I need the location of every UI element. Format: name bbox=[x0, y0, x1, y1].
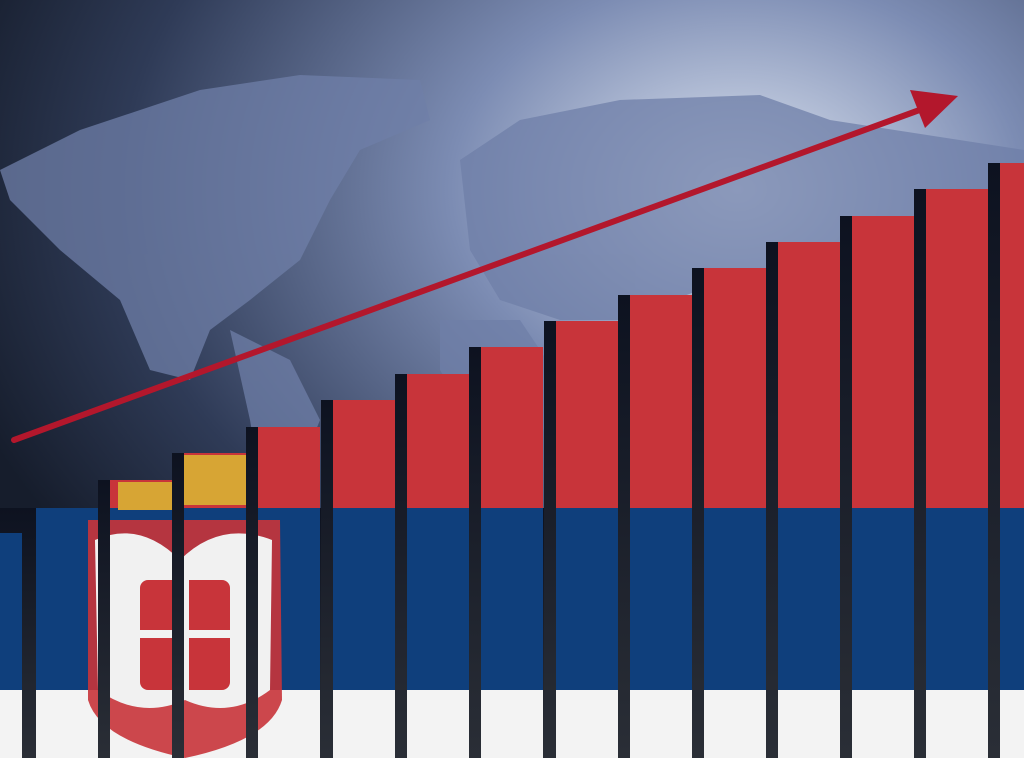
bar-white-stripe bbox=[852, 690, 914, 758]
bar-white-stripe bbox=[1000, 690, 1024, 758]
bar-red-stripe bbox=[926, 189, 988, 508]
bar-gap bbox=[321, 400, 333, 758]
bar-gap bbox=[618, 295, 630, 758]
bar-red-stripe bbox=[1000, 163, 1024, 508]
bar-blue-stripe bbox=[852, 508, 914, 690]
bar-white-stripe bbox=[407, 690, 469, 758]
bar-blue-stripe bbox=[556, 508, 618, 690]
bar bbox=[556, 321, 618, 758]
bar-white-stripe bbox=[36, 690, 98, 758]
bar-blue-stripe bbox=[407, 508, 469, 690]
bar-red-stripe bbox=[852, 216, 914, 508]
bar-white-stripe bbox=[333, 690, 395, 758]
bar-white-stripe bbox=[926, 690, 988, 758]
bar-white-stripe bbox=[704, 690, 766, 758]
bar-gap bbox=[914, 189, 926, 758]
bar-red-stripe bbox=[630, 295, 692, 508]
bar-gap bbox=[246, 427, 258, 758]
bar bbox=[481, 347, 543, 758]
bar bbox=[407, 374, 469, 758]
bar-red-stripe bbox=[778, 242, 840, 508]
bar-gap bbox=[395, 374, 407, 758]
bar bbox=[778, 242, 840, 758]
bar bbox=[0, 533, 22, 758]
bar-red-stripe bbox=[258, 427, 320, 508]
bar-red-stripe bbox=[704, 268, 766, 508]
bar-red-stripe bbox=[407, 374, 469, 508]
bar-gap bbox=[988, 163, 1000, 758]
bar-white-stripe bbox=[556, 690, 618, 758]
bar-red-stripe bbox=[333, 400, 395, 508]
bar-blue-stripe bbox=[704, 508, 766, 690]
bar-blue-stripe bbox=[36, 508, 98, 690]
bar-gap bbox=[766, 242, 778, 758]
bar-red-stripe bbox=[556, 321, 618, 508]
bar-gaps bbox=[24, 163, 1000, 758]
bar-red-stripe bbox=[481, 347, 543, 508]
bar bbox=[704, 268, 766, 758]
bar-gap bbox=[544, 321, 556, 758]
bar-gap bbox=[840, 216, 852, 758]
bar bbox=[333, 400, 395, 758]
bar bbox=[926, 189, 988, 758]
bar-gap bbox=[24, 508, 36, 758]
bar-gap bbox=[172, 453, 184, 758]
bar-blue-stripe bbox=[0, 533, 22, 690]
bar bbox=[630, 295, 692, 758]
bar-blue-stripe bbox=[481, 508, 543, 690]
trend-up-arrow-icon bbox=[11, 90, 958, 443]
bar bbox=[852, 216, 914, 758]
bar-blue-stripe bbox=[926, 508, 988, 690]
bar-blue-stripe bbox=[1000, 508, 1024, 690]
bar-gap bbox=[98, 480, 110, 758]
bar-gap bbox=[692, 268, 704, 758]
bar-blue-stripe bbox=[333, 508, 395, 690]
bar bbox=[36, 508, 98, 758]
bar-blue-stripe bbox=[630, 508, 692, 690]
bar-blue-stripe bbox=[778, 508, 840, 690]
bar-gap bbox=[469, 347, 481, 758]
bar bbox=[1000, 163, 1024, 758]
bar-white-stripe bbox=[481, 690, 543, 758]
bar-white-stripe bbox=[778, 690, 840, 758]
bar-white-stripe bbox=[630, 690, 692, 758]
bar-white-stripe bbox=[0, 690, 22, 758]
